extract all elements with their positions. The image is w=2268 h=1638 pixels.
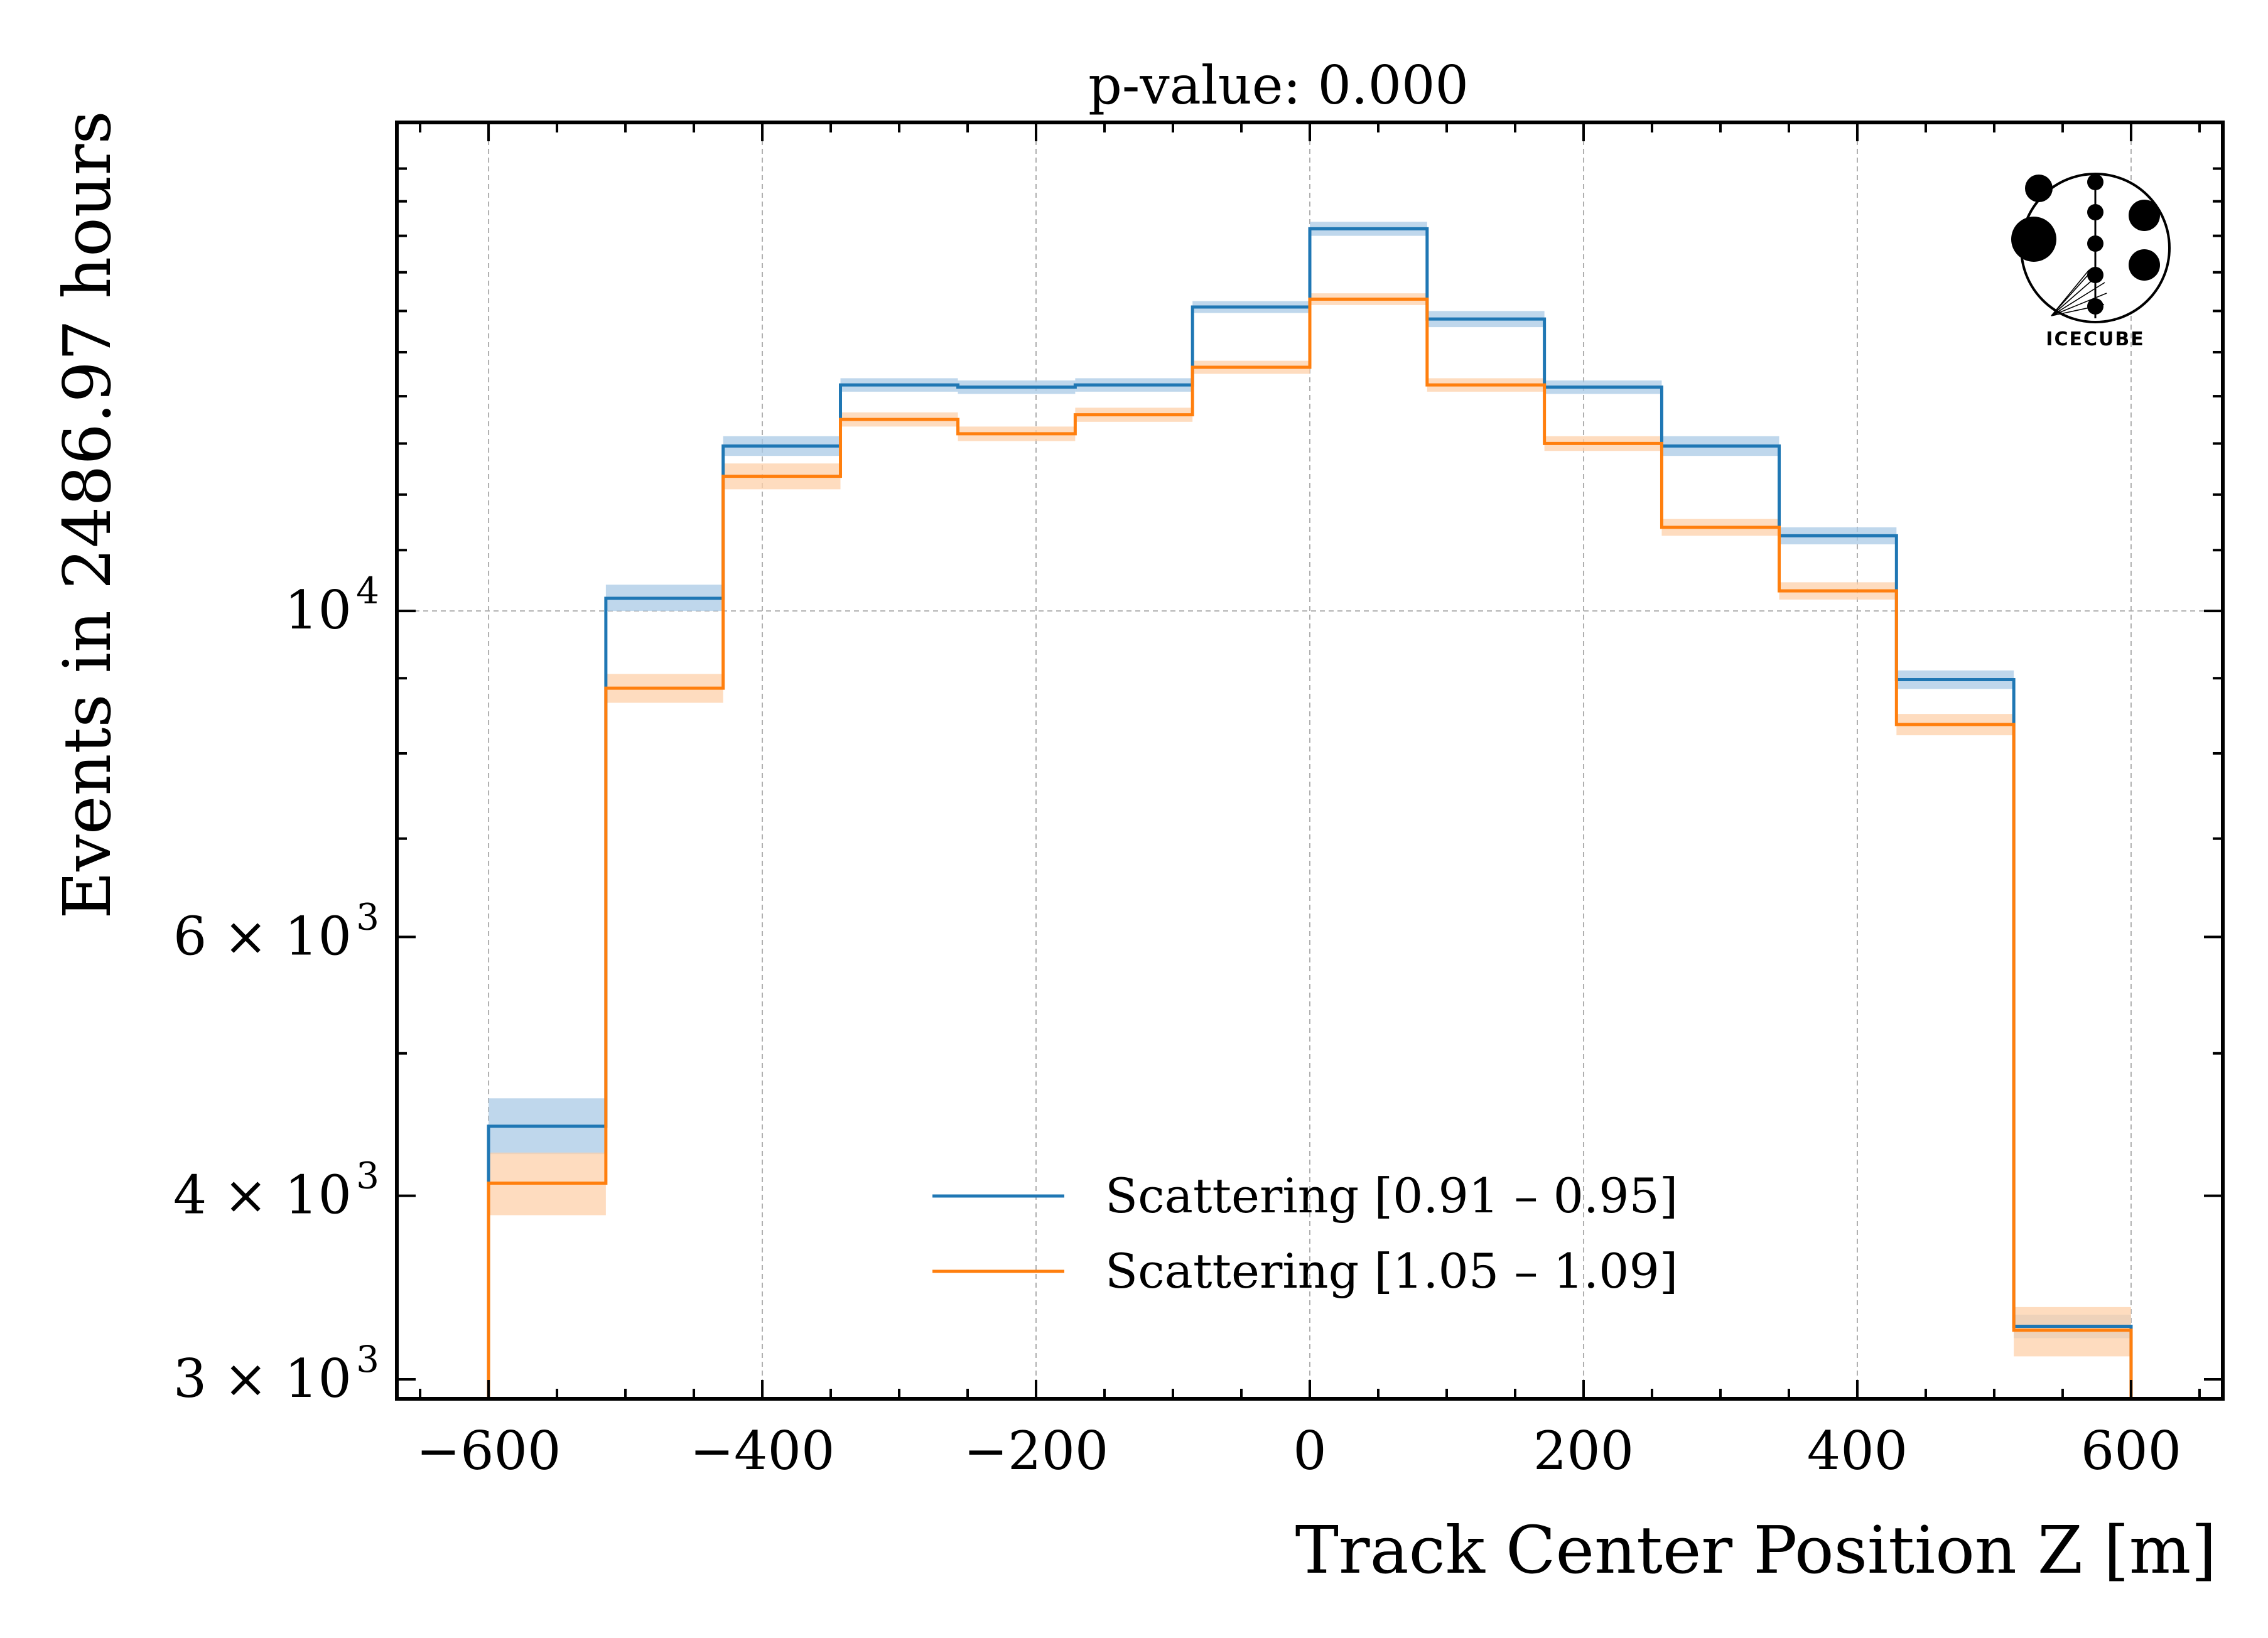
series-line-1 xyxy=(487,297,2133,1399)
legend-label-0: Scattering [0.91 – 0.95] xyxy=(1105,1168,1678,1224)
legend: Scattering [0.91 – 0.95] Scattering [1.05… xyxy=(932,1168,1678,1299)
chart-title: p-value: 0.000 xyxy=(1088,55,1469,116)
x-tick-label: 600 xyxy=(2081,1420,2181,1482)
icecube-logo: ICECUBE xyxy=(2011,173,2171,350)
logo-dom-left xyxy=(2011,175,2056,262)
y-tick-label: 10 xyxy=(284,579,352,641)
x-axis-label: Track Center Position Z [m] xyxy=(1295,1512,2217,1588)
x-tick-label: −200 xyxy=(964,1420,1109,1482)
logo-text: ICECUBE xyxy=(2046,328,2144,350)
logo-rays xyxy=(2051,266,2107,316)
y-tick-label-exponent: 3 xyxy=(356,895,379,938)
y-tick-label-exponent: 3 xyxy=(356,1338,379,1381)
series-lines xyxy=(487,227,2133,1399)
y-axis-label: Events in 2486.97 hours xyxy=(49,110,126,919)
plot-frame xyxy=(395,121,2225,1401)
legend-label-1: Scattering [1.05 – 1.09] xyxy=(1105,1243,1678,1299)
y-tick-label-exponent: 3 xyxy=(356,1155,379,1197)
y-tick-label: 6 × 10 xyxy=(173,905,352,967)
x-tick-label: 400 xyxy=(1807,1420,1908,1482)
y-tick-label: 4 × 10 xyxy=(173,1165,352,1226)
x-tick-label: 200 xyxy=(1533,1420,1634,1482)
series-line-0 xyxy=(487,227,2133,1399)
y-tick-label: 3 × 10 xyxy=(173,1348,352,1409)
x-tick-label: −400 xyxy=(690,1420,835,1482)
x-tick-label: −600 xyxy=(416,1420,561,1482)
logo-string xyxy=(2087,174,2103,318)
y-tick-label-exponent: 4 xyxy=(356,569,379,612)
x-tick-label: 0 xyxy=(1293,1420,1326,1482)
logo-dom-right xyxy=(2129,200,2160,281)
